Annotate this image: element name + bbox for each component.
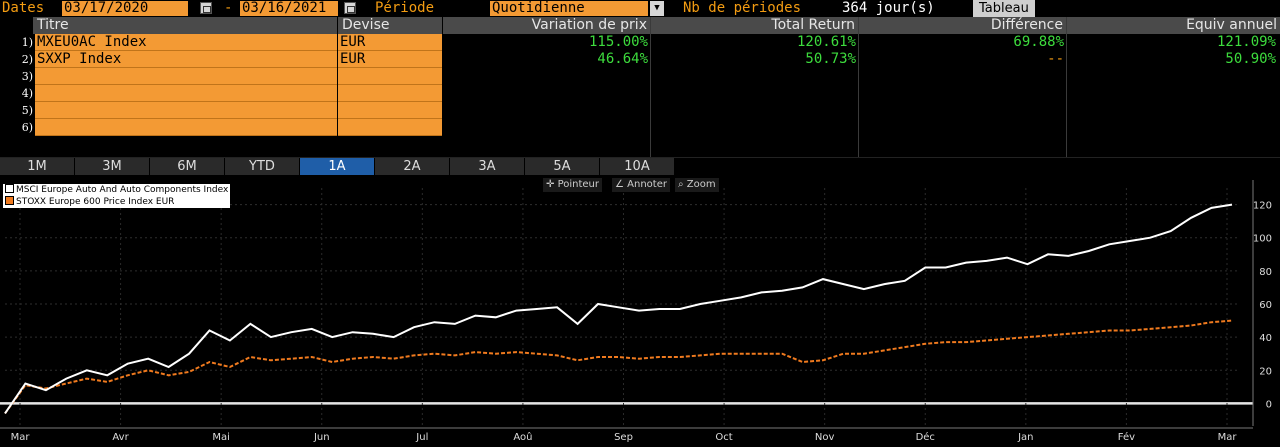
ticker-field[interactable] <box>35 85 337 102</box>
period-select[interactable]: Quotidienne <box>490 1 648 16</box>
date-separator: - <box>224 0 233 16</box>
legend-swatch-white <box>5 184 14 193</box>
x-tick-label: Oct <box>715 432 732 443</box>
crosshair-icon: ✛ <box>546 179 555 190</box>
difference-value: 69.88% <box>1013 34 1064 50</box>
period-label: Période <box>375 0 435 16</box>
column-divider <box>650 17 651 157</box>
period-button-1a[interactable]: 1A <box>300 158 374 175</box>
price-change-value: 115.00% <box>588 34 648 50</box>
ticker-field[interactable]: SXXP Index <box>35 51 337 68</box>
zoom-tool[interactable]: ⌕ Zoom <box>675 178 719 192</box>
magnifier-icon: ⌕ <box>678 179 684 190</box>
x-tick-label: Jul <box>415 432 428 443</box>
performance-chart[interactable]: 0 20 40 60 80 100 120 Mar Avr Mai Jun Jul Aoû Sep Oct N… <box>0 174 1280 447</box>
nb-periods-label: Nb de périodes <box>683 0 802 16</box>
period-button-6m[interactable]: 6M <box>150 158 224 175</box>
pencil-icon: ∠ <box>615 179 624 190</box>
legend-swatch-orange <box>5 196 14 205</box>
x-tick-label: Aoû <box>513 431 532 443</box>
y-tick-label: 100 <box>1253 234 1272 245</box>
period-button-5a[interactable]: 5A <box>525 158 599 175</box>
nb-periods-value: 364 jour(s) <box>842 0 935 16</box>
pointer-tool-label: Pointeur <box>557 179 600 190</box>
end-calendar-icon[interactable] <box>344 2 356 14</box>
securities-table: Titre Devise Variation de prix Total Ret… <box>0 17 1280 157</box>
ticker-field[interactable] <box>35 102 337 119</box>
zoom-tool-label: Zoom <box>686 179 716 190</box>
toolbar: Dates 03/17/2020 - 03/16/2021 Période Qu… <box>0 0 1280 17</box>
period-button-1m[interactable]: 1M <box>0 158 74 175</box>
legend-label: MSCI Europe Auto And Auto Components Ind… <box>16 185 229 195</box>
column-divider <box>858 17 859 157</box>
currency-field[interactable] <box>338 119 442 136</box>
dates-label: Dates <box>2 0 45 16</box>
header-annual-equiv: Equiv annuel <box>1067 17 1280 34</box>
series-line-stoxx600 <box>4 319 1233 414</box>
row-number: 6) <box>21 121 33 134</box>
total-return-value: 50.73% <box>805 51 856 67</box>
row-number: 5) <box>21 104 33 117</box>
x-tick-label: Nov <box>815 432 835 443</box>
period-button-2a[interactable]: 2A <box>375 158 449 175</box>
x-tick-label: Avr <box>112 432 129 443</box>
header-title: Titre <box>33 17 337 34</box>
ticker-field[interactable]: MXEU0AC Index <box>35 34 337 51</box>
total-return-value: 120.61% <box>796 34 856 50</box>
annual-equiv-value: 121.09% <box>1216 34 1276 50</box>
period-button-10a[interactable]: 10A <box>600 158 674 175</box>
ticker-field[interactable] <box>35 68 337 85</box>
x-tick-label: Mar <box>1218 432 1238 443</box>
chart-legend: MSCI Europe Auto And Auto Components Ind… <box>3 184 231 208</box>
period-selector: 1M 3M 6M YTD 1A 2A 3A 5A 10A <box>0 157 1280 175</box>
x-tick-label: Fév <box>1118 431 1135 443</box>
y-tick-label: 60 <box>1259 300 1272 311</box>
header-price-change: Variation de prix <box>443 17 650 34</box>
period-button-ytd[interactable]: YTD <box>225 158 299 175</box>
series-line-msci-auto <box>4 203 1233 414</box>
start-date-field[interactable]: 03/17/2020 <box>62 1 188 16</box>
column-divider <box>1066 17 1067 157</box>
row-number: 2) <box>21 53 33 66</box>
chevron-down-icon[interactable]: ▼ <box>650 1 664 16</box>
difference-value: -- <box>1047 51 1064 67</box>
legend-label: STOXX Europe 600 Price Index EUR <box>16 197 175 207</box>
price-change-value: 46.64% <box>597 51 648 67</box>
ticker-field[interactable] <box>35 119 337 136</box>
annual-equiv-value: 50.90% <box>1225 51 1276 67</box>
end-date-field[interactable]: 03/16/2021 <box>240 1 338 16</box>
x-tick-label: Mai <box>212 432 230 443</box>
annotate-tool[interactable]: ∠ Annoter <box>612 178 670 192</box>
header-difference: Différence <box>859 17 1066 34</box>
y-tick-label: 120 <box>1253 201 1272 212</box>
header-currency: Devise <box>338 17 442 34</box>
x-tick-label: Jan <box>1017 432 1033 443</box>
x-tick-label: Sep <box>614 432 633 443</box>
row-number: 3) <box>21 70 33 83</box>
period-button-3a[interactable]: 3A <box>450 158 524 175</box>
start-calendar-icon[interactable] <box>200 2 212 14</box>
x-tick-label: Déc <box>916 431 935 443</box>
period-button-3m[interactable]: 3M <box>75 158 149 175</box>
annotate-tool-label: Annoter <box>627 179 667 190</box>
currency-field[interactable]: EUR <box>338 51 442 68</box>
y-tick-label: 20 <box>1259 366 1272 377</box>
y-tick-label: 80 <box>1259 267 1272 278</box>
currency-field[interactable] <box>338 68 442 85</box>
currency-field[interactable]: EUR <box>338 34 442 51</box>
header-total-return: Total Return <box>651 17 858 34</box>
pointer-tool[interactable]: ✛ Pointeur <box>543 178 603 192</box>
row-number: 4) <box>21 87 33 100</box>
y-tick-label: 0 <box>1266 399 1272 410</box>
currency-field[interactable] <box>338 85 442 102</box>
row-number: 1) <box>21 36 33 49</box>
currency-field[interactable] <box>338 102 442 119</box>
view-mode-button[interactable]: Tableau <box>973 0 1035 17</box>
x-tick-label: Jun <box>313 432 330 443</box>
x-tick-label: Mar <box>11 432 31 443</box>
y-tick-label: 40 <box>1259 333 1272 344</box>
